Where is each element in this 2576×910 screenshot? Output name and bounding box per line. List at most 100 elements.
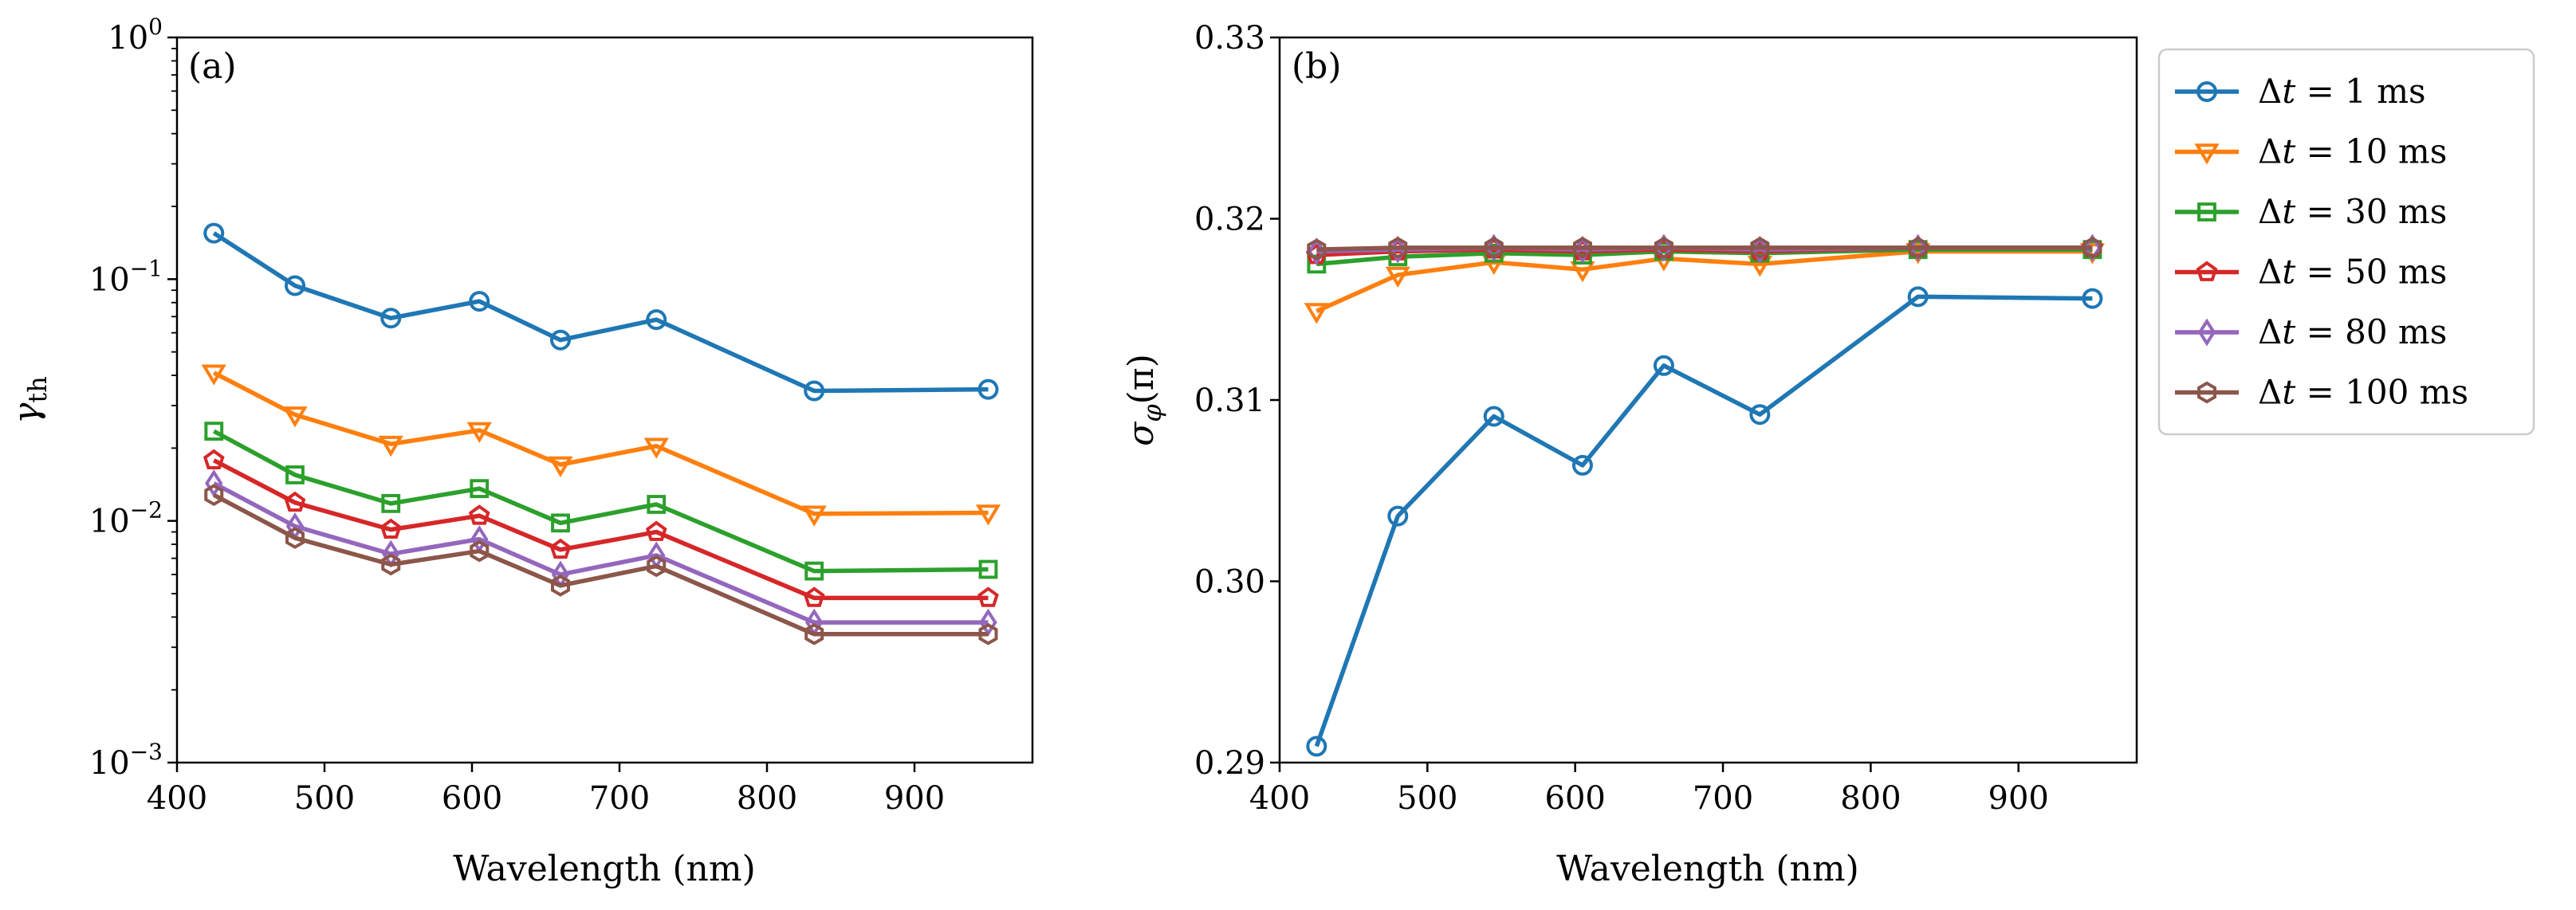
data-point [804, 380, 825, 402]
data-point [469, 291, 490, 312]
data-point [978, 559, 998, 579]
data-point [204, 422, 224, 441]
data-point [1307, 254, 1327, 274]
data-point [205, 469, 223, 498]
data-point [470, 539, 490, 563]
data-point [550, 574, 571, 597]
x-tick-label: 800 [1840, 780, 1901, 817]
data-point [381, 493, 401, 513]
panel-a-data-layer [201, 222, 1001, 645]
x-tick-label: 900 [1988, 780, 2049, 817]
data-point [203, 449, 225, 470]
panel-b-xlabel: Wavelength (nm) [1556, 849, 1859, 889]
panel-b-frame [1278, 36, 2138, 764]
y-tick-label: 10−1 [89, 255, 163, 298]
legend-marker [2197, 202, 2216, 222]
data-point [468, 504, 490, 525]
data-point [1387, 505, 1409, 527]
x-tick-label: 900 [884, 780, 945, 817]
x-tick-label: 400 [1249, 780, 1310, 817]
legend-label: Δt = 1 ms [2258, 72, 2426, 111]
legend-label: Δt = 30 ms [2258, 192, 2447, 231]
data-point [801, 505, 827, 527]
data-point [2082, 237, 2102, 259]
data-point [380, 308, 402, 329]
data-point [378, 435, 403, 457]
data-point [201, 364, 226, 386]
x-tick-label: 600 [442, 780, 502, 817]
series-line-3 [212, 429, 989, 574]
legend-label: Δt = 10 ms [2258, 132, 2447, 171]
data-point [204, 484, 224, 507]
data-point [647, 555, 667, 578]
legend-frame [2157, 48, 2535, 436]
data-point [282, 406, 308, 428]
data-point [381, 553, 401, 576]
data-point [1388, 237, 1408, 259]
data-point [975, 504, 1001, 526]
data-point [203, 222, 225, 244]
data-point [1483, 406, 1504, 427]
data-point [1653, 355, 1674, 376]
data-point [646, 309, 667, 331]
legend-label: Δt = 50 ms [2258, 253, 2447, 292]
data-point [551, 513, 570, 533]
data-point [466, 422, 492, 444]
data-point [647, 495, 667, 514]
panel-b: 400 500 600 700 800 900 0.29 0.30 0.31 0.32 0.33 (… [1121, 20, 2138, 889]
x-tick-label: 600 [1545, 780, 1606, 817]
data-point [2082, 288, 2103, 309]
panel-a-xlabel: Wavelength (nm) [453, 849, 756, 889]
x-tick-label: 700 [589, 780, 650, 817]
data-point [285, 465, 305, 484]
y-tick-label: 0.31 [1194, 382, 1265, 419]
x-tick-label: 500 [294, 780, 355, 817]
series-line-6 [212, 492, 989, 637]
data-point [1572, 237, 1592, 259]
x-tick-label: 700 [1693, 780, 1753, 817]
x-tick-label: 800 [737, 780, 797, 817]
data-point [1306, 735, 1327, 757]
legend-marker [2196, 261, 2218, 281]
data-point [1908, 237, 1928, 259]
y-tick-label: 10−2 [89, 497, 163, 540]
series-line-2 [1316, 249, 2093, 314]
legend-marker [2194, 143, 2220, 165]
panel-a-axes: 400 500 600 700 800 900 100 10−1 10−2 10−3 [89, 14, 945, 817]
x-tick-label: 400 [147, 780, 207, 817]
y-tick-label: 100 [108, 14, 163, 57]
data-point [1484, 237, 1504, 259]
data-point [1571, 454, 1593, 476]
series-line-1 [1314, 294, 2093, 747]
data-point [285, 275, 305, 296]
y-tick-label: 0.33 [1194, 20, 1265, 57]
data-point [380, 518, 402, 539]
legend-label: Δt = 80 ms [2258, 312, 2447, 351]
data-point [470, 479, 490, 499]
data-point [550, 329, 571, 351]
legend-marker [2197, 318, 2216, 347]
panel-b-data-layer [1304, 233, 2106, 757]
data-point [803, 586, 825, 607]
data-point [804, 561, 824, 581]
data-point [1385, 266, 1410, 288]
data-point [978, 622, 998, 645]
data-point [977, 379, 999, 400]
data-point [1304, 303, 1329, 324]
panel-a-label: (a) [188, 46, 237, 87]
y-tick-label: 10−3 [89, 739, 163, 782]
panel-b-ylabel: σφ(π) [1121, 354, 1167, 446]
data-point [285, 527, 305, 549]
data-point [1654, 237, 1673, 259]
data-point [549, 538, 572, 559]
legend-marker [2196, 381, 2217, 404]
data-point [804, 622, 824, 645]
panel-a: 400 500 600 700 800 900 100 10−1 10−2 10−3 (a) Wa… [6, 14, 1034, 889]
series-line-4 [212, 458, 989, 601]
data-point [1750, 237, 1770, 259]
y-tick-label: 0.29 [1194, 745, 1265, 782]
panel-a-ylabel: γth [6, 376, 53, 424]
y-tick-label: 0.30 [1194, 564, 1265, 601]
data-point [284, 491, 306, 512]
